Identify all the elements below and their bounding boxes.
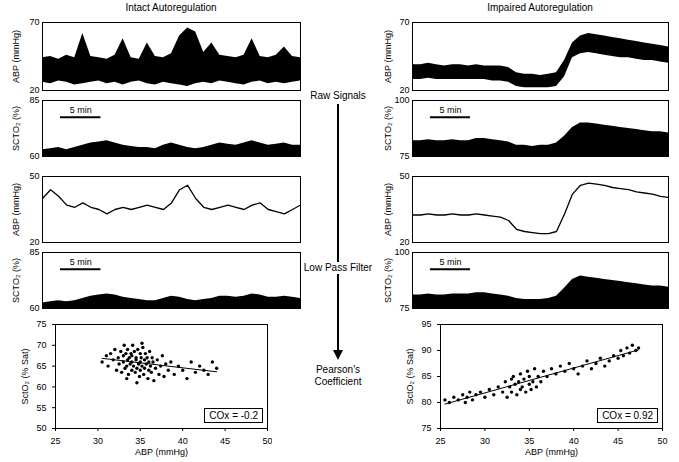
svg-text:SCTO₂ (%): SCTO₂ (%) [383, 258, 393, 303]
svg-text:ABP (mmHg): ABP (mmHg) [383, 183, 393, 236]
svg-text:80: 80 [421, 397, 431, 407]
svg-text:30: 30 [480, 436, 490, 446]
svg-text:90: 90 [421, 345, 431, 355]
svg-text:85: 85 [29, 95, 39, 105]
svg-text:60: 60 [29, 303, 39, 312]
svg-text:SCTO₂ (%): SCTO₂ (%) [11, 106, 21, 151]
html-text:Raw Signals: Raw Signals [310, 90, 366, 101]
svg-text:50: 50 [29, 171, 39, 181]
svg-text:5 min: 5 min [70, 105, 92, 115]
svg-text:ABP (mmHg): ABP (mmHg) [11, 30, 21, 83]
html-text:Impaired Autoregulation: Impaired Autoregulation [487, 2, 593, 13]
svg-text:55: 55 [36, 403, 46, 413]
svg-text:100: 100 [394, 247, 409, 257]
svg-text:50: 50 [36, 423, 46, 433]
svg-text:30: 30 [93, 436, 103, 446]
svg-text:70: 70 [29, 17, 39, 27]
svg-text:20: 20 [399, 237, 409, 246]
svg-text:ABP (mmHg): ABP (mmHg) [383, 30, 393, 83]
svg-text:50: 50 [657, 436, 667, 446]
svg-text:100: 100 [394, 95, 409, 105]
svg-text:65: 65 [36, 361, 46, 371]
svg-text:75: 75 [36, 319, 46, 329]
svg-text:45: 45 [220, 436, 230, 446]
html-text:COx = -0.2: COx = -0.2 [209, 410, 258, 421]
svg-text:ABP (mmHg): ABP (mmHg) [11, 183, 21, 236]
html-text:Pearson's Coefficient: Pearson's Coefficient [314, 364, 362, 387]
svg-text:20: 20 [399, 85, 409, 94]
svg-text:SCTO₂ (%): SCTO₂ (%) [11, 258, 21, 303]
svg-text:ABP (mmHg): ABP (mmHg) [525, 447, 578, 457]
svg-text:SctO₂ (% Sat): SctO₂ (% Sat) [20, 348, 30, 404]
svg-text:5 min: 5 min [439, 257, 461, 267]
svg-text:5 min: 5 min [439, 105, 461, 115]
html-text:COx = 0.92: COx = 0.92 [602, 410, 653, 421]
svg-text:45: 45 [613, 436, 623, 446]
svg-text:85: 85 [29, 247, 39, 257]
svg-text:75: 75 [399, 303, 409, 312]
svg-text:50: 50 [262, 436, 272, 446]
svg-text:40: 40 [178, 436, 188, 446]
svg-text:ABP (mmHg): ABP (mmHg) [135, 447, 188, 457]
svg-text:5 min: 5 min [70, 257, 92, 267]
svg-text:40: 40 [569, 436, 579, 446]
svg-text:60: 60 [29, 151, 39, 160]
svg-text:25: 25 [50, 436, 60, 446]
svg-text:85: 85 [421, 371, 431, 381]
svg-text:95: 95 [421, 319, 431, 329]
svg-text:60: 60 [36, 382, 46, 392]
svg-text:20: 20 [29, 237, 39, 246]
svg-text:35: 35 [524, 436, 534, 446]
svg-text:70: 70 [399, 17, 409, 27]
svg-text:75: 75 [421, 423, 431, 433]
svg-text:35: 35 [135, 436, 145, 446]
svg-text:70: 70 [36, 340, 46, 350]
html-text:Intact Autoregulation: Intact Autoregulation [125, 2, 217, 13]
svg-text:25: 25 [435, 436, 445, 446]
svg-text:75: 75 [399, 151, 409, 160]
svg-text:20: 20 [29, 85, 39, 94]
svg-text:SctO₂ (% Sat): SctO₂ (% Sat) [405, 348, 415, 404]
svg-text:50: 50 [399, 171, 409, 181]
svg-text:SCTO₂ (%): SCTO₂ (%) [383, 106, 393, 151]
html-text:Low Pass Filter: Low Pass Filter [303, 262, 373, 273]
